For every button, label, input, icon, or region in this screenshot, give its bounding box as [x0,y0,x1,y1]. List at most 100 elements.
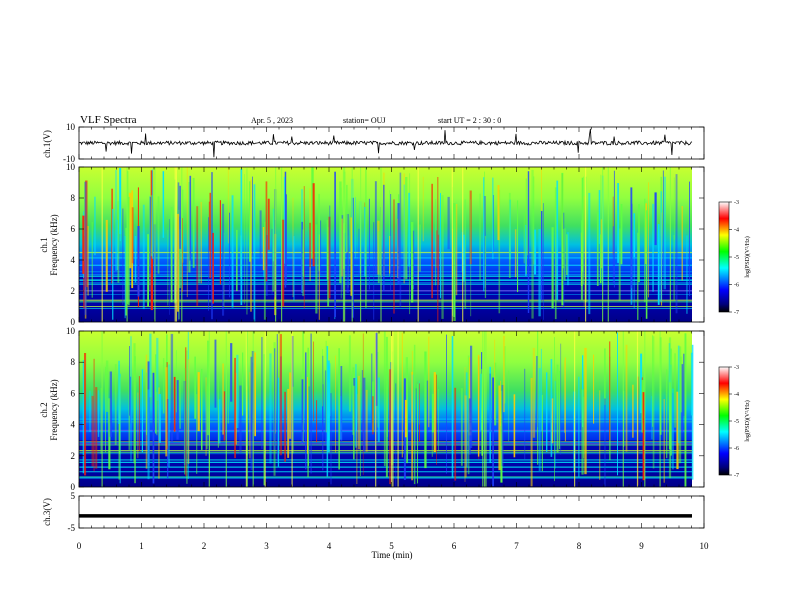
ch1-spec-streak [447,196,450,250]
ch1-spec-streak [479,193,481,281]
ch2-spec-streak [152,372,155,484]
ch2-spec-streak [609,341,611,441]
ch2-spec-ytick-label: 8 [71,357,76,367]
ch2-spec-streak [105,366,106,453]
ch2-spec-streak [205,377,207,456]
ch1-spec-streak [585,167,587,322]
x-tick-label: 10 [700,541,710,551]
ch2-spec-streak [468,398,471,455]
ch1-spec-streak [240,168,243,306]
ch2-spec-streak [385,336,388,478]
ch2-spec-streak [470,345,473,448]
ch1-spec-streak [435,199,437,286]
ch1-spec-streak [492,177,494,260]
ch2-spec-streak [130,376,132,424]
colorbar-ch2-tick-label: -6 [734,446,739,452]
colorbar-ch2-tick-label: -5 [734,419,739,425]
colorbar-ch2-gradient [718,366,730,476]
colorbar-ch2-label: log(PSD)(V²/Hz) [744,400,751,441]
figure-title: VLF Spectra [80,114,137,126]
ch2-spec-streak [308,386,310,462]
ch1-spec-streak [181,167,183,322]
ch2-spec-streak [207,340,210,436]
ch2-spec-streak [424,351,427,469]
ch2-spec-streak [581,389,584,475]
ch1-spec-ytick-label: 10 [66,162,76,172]
ch1-spec-streak [562,229,564,269]
ch2-spec-streak [348,335,351,412]
ch2-spec-streak [338,348,340,470]
ch1-spec-streak [470,199,472,317]
ch1-spec-streak [275,167,277,322]
ch1-spec-ytick-label: 4 [71,255,76,265]
ch2-spec-streak [677,345,680,444]
ch1-spec-streak [222,203,225,316]
ch1-spec-streak [583,196,585,306]
ch1-spec-streak [339,181,342,284]
ch2-spec-streak [357,375,360,450]
ch1-spec-streak [252,176,253,256]
ch2-spec-streak [604,348,606,405]
ch2-spec-streak [249,372,251,459]
ch2-spec-streak [659,331,661,487]
ch1-spec-streak [350,217,352,296]
ch2-spec-streak [184,368,186,475]
ch2-spec-streak [454,387,457,481]
ch1-spec-streak [525,178,527,274]
ch1-spec-streak [344,167,346,322]
ch1-spec-streak [302,205,304,277]
ch1-spec-streak [87,226,89,296]
ch1-spec-streak [231,195,234,308]
ch1-spec-streak [112,208,114,320]
ch1-spec-streak [431,183,433,299]
ch2-spec-streak [494,362,497,426]
ch3-wave-ytick-label: 5 [71,491,76,501]
ch1-waveform-line [78,128,693,158]
ch1-spec-streak [227,167,229,244]
ch1-spec-streak [654,192,657,246]
ch2-spec-streak [407,368,408,462]
ch3-waveform-panel: 5 -50 1 2 3 4 5 6 7 8 9 10 [68,491,710,551]
ch2-spec-streak [503,335,505,413]
ch1-spec-streak [355,197,356,259]
ch2-spec-streak [538,368,541,471]
ch1-spec-streak [389,190,390,277]
ch2-spec-streak [217,376,219,448]
ch2-spec-streak [105,360,109,412]
ch2-spec-streak [668,382,671,450]
ch1-spec-streak [453,203,456,321]
ch2-spec-streak [428,336,430,428]
ch2-spec-streak [559,370,561,450]
ch1-spec-streak [440,193,441,299]
ch1-spec-streak [612,226,614,284]
ch2-spec-streak [652,335,654,427]
x-tick-label: 5 [389,541,394,551]
ch2-spec-streak [375,331,377,487]
ch1-spec-streak [617,183,619,263]
ch1-spec-streak [652,203,654,292]
ch1-spec-streak [638,204,640,282]
ch1-spec-streak [196,206,199,306]
ch2-spec-streak [218,399,221,444]
ch2-spec-streak [245,331,247,487]
ch2-spec-streak [451,336,454,478]
ch2-spec-streak [541,394,543,472]
ch1-spec-streak [599,234,602,284]
ch2-spec-streak [584,347,587,475]
ch1-spec-streak [302,229,305,297]
ch1-spec-streak [689,181,690,297]
ch2-spec-streak [377,352,379,428]
ch2-spec-streak [371,353,373,428]
ch2-spec-streak [196,394,198,474]
ch2-spec-streak [418,380,420,425]
ch1-spec-streak [198,206,200,284]
ch1-spec-streak [497,185,500,241]
ch1-spec-streak [618,228,621,301]
ch1-spec-streak [151,169,153,259]
ch2-spec-streak [141,369,143,453]
ch1-spec-streak [484,235,487,299]
ch2-spec-streak [291,331,293,487]
ch2-spec-streak [197,372,200,432]
ch2-spec-streak [574,331,576,487]
ch2-spec-streak [359,381,361,476]
